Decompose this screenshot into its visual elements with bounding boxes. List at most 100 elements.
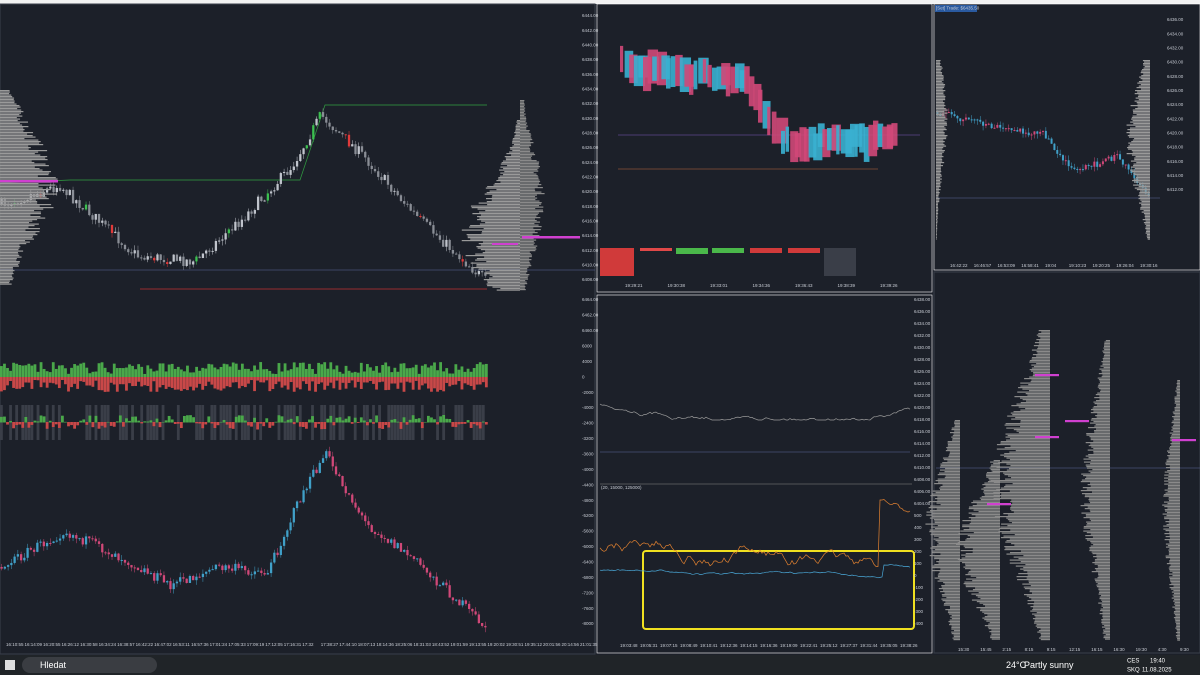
volume-profile-bar [982, 617, 1000, 619]
volume-profile-bar [986, 475, 1000, 477]
volume-bar [396, 371, 400, 377]
volume-profile-bar [972, 548, 1000, 550]
volume-profile-bar [1093, 430, 1110, 432]
delta-bar [250, 422, 253, 427]
volume-profile-bar [1090, 529, 1110, 531]
volume-profile-bar [978, 592, 1000, 594]
candle-body [78, 538, 81, 540]
volume-profile-bar [0, 100, 15, 102]
volume-profile-bar [1138, 85, 1150, 87]
volume-profile-bar [1133, 184, 1150, 186]
axis-label: 6464.00 [582, 297, 599, 302]
volume-profile-bar [1172, 572, 1180, 574]
axis-label: 8:15 [1025, 647, 1034, 652]
delta-bar [225, 422, 229, 425]
volume-profile-bar [1091, 551, 1110, 553]
axis-label: 6000 [582, 343, 593, 348]
footprint-bar [744, 66, 750, 94]
volume-profile-bar [1173, 413, 1180, 415]
volume-profile-bar [1027, 574, 1050, 576]
volume-profile-bar [936, 112, 948, 114]
volume-profile-bar [1000, 442, 1050, 444]
candle-body [393, 190, 396, 192]
volume-profile-bar [938, 588, 960, 590]
candle-body [967, 117, 970, 120]
volume-bar [280, 377, 284, 388]
volume-bar [161, 377, 165, 386]
volume-profile-bar [496, 289, 520, 291]
delta-bar [274, 421, 278, 423]
candle-body [123, 559, 127, 563]
volume-profile-bar [1020, 382, 1050, 384]
volume-bar [128, 364, 131, 377]
volume-profile-bar [1101, 622, 1110, 624]
volume-profile-bar [1145, 231, 1150, 233]
candle-body [970, 119, 973, 121]
volume-profile-bar [512, 150, 520, 152]
candle-body [195, 576, 198, 581]
candle-body [299, 501, 302, 503]
volume-profile-bar [936, 157, 942, 159]
volume-profile-bar [1170, 437, 1180, 439]
volume-bar [442, 371, 446, 377]
volume-bar [250, 377, 253, 381]
candle-body [302, 148, 305, 155]
volume-profile-bar [1131, 154, 1150, 156]
volume-bar [27, 363, 31, 377]
volume-profile-bar [1173, 593, 1180, 595]
volume-bar [308, 377, 311, 391]
volume-profile-bar [520, 206, 544, 208]
volume-profile-bar [1169, 453, 1180, 455]
volume-profile-bar [936, 237, 937, 239]
volume-bar [472, 377, 476, 390]
volume-profile-bar [966, 538, 1000, 540]
candle-body [289, 170, 292, 175]
candle-body [250, 574, 253, 576]
volume-bar [73, 364, 76, 377]
volume-profile-bar [936, 132, 945, 134]
volume-bar [164, 377, 168, 389]
footprint-bar [863, 126, 870, 162]
volume-profile-bar [936, 96, 946, 98]
volume-profile-bar [954, 421, 960, 423]
candle-body [474, 611, 477, 615]
volume-profile-bar [0, 111, 24, 113]
volume-profile-bar [520, 133, 531, 135]
volume-profile-bar [1141, 201, 1150, 203]
volume-profile-bar [949, 607, 960, 609]
volume-profile-bar [972, 551, 1000, 553]
volume-profile-bar [491, 199, 520, 201]
candle-body [360, 512, 364, 516]
volume-profile-bar [1036, 624, 1050, 626]
volume-profile-bar [993, 481, 1050, 483]
volume-profile-bar [1169, 566, 1180, 568]
candle-body [468, 603, 471, 609]
candle-body [179, 577, 182, 582]
candle-body [367, 157, 370, 166]
start-button[interactable] [5, 660, 15, 670]
volume-profile-bar [1026, 400, 1050, 402]
volume-profile-bar [936, 100, 944, 102]
volume-profile-bar [1095, 428, 1110, 430]
delta-bar [0, 416, 3, 423]
volume-profile-bar [1173, 585, 1180, 587]
volume-bar [112, 363, 116, 377]
volume-profile-bar [940, 553, 960, 555]
search-box[interactable] [22, 657, 157, 673]
volume-profile-bar [1136, 102, 1150, 104]
volume-profile-bar [1177, 638, 1180, 640]
volume-profile-bar [949, 624, 960, 626]
volume-profile-bar [1102, 362, 1110, 364]
volume-profile-bar [1040, 628, 1050, 630]
orange-line [599, 499, 911, 567]
volume-bar [128, 377, 131, 384]
volume-profile-bar [1020, 568, 1050, 570]
volume-profile-bar [1028, 580, 1050, 582]
volume-profile-bar [971, 599, 1000, 601]
volume-profile-bar [970, 536, 1000, 538]
volume-profile-bar [1000, 526, 1050, 528]
candle-body [295, 501, 299, 509]
candle-body [1073, 167, 1076, 169]
volume-profile-bar [1134, 138, 1150, 140]
candle-body [231, 568, 234, 571]
